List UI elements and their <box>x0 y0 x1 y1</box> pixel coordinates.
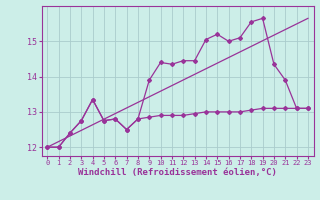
X-axis label: Windchill (Refroidissement éolien,°C): Windchill (Refroidissement éolien,°C) <box>78 168 277 177</box>
